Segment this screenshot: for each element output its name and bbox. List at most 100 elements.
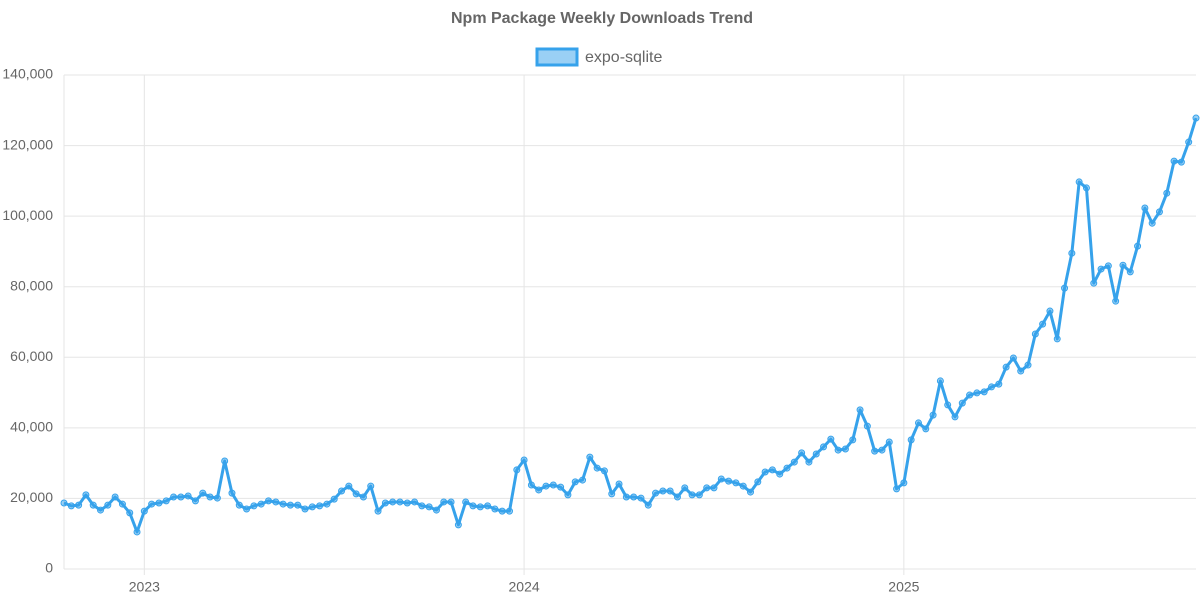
data-point [228,489,236,497]
data-point [608,490,616,498]
data-point [841,445,849,453]
legend-label: expo-sqlite [585,49,662,66]
data-point [732,479,740,487]
data-point [352,490,360,498]
data-point [790,458,798,466]
y-tick-label: 20,000 [10,489,53,505]
data-point [703,484,711,492]
y-tick-label: 40,000 [10,419,53,435]
data-point [1170,157,1178,165]
data-point [308,503,316,511]
data-point [126,509,134,517]
data-point [849,436,857,444]
data-point [505,507,513,515]
data-point [294,501,302,509]
data-point [834,446,842,454]
data-point [666,487,674,495]
data-point [557,483,565,491]
data-point [1192,114,1200,122]
data-point [323,500,331,508]
data-point [1053,335,1061,343]
data-point [403,499,411,507]
data-point [484,502,492,510]
data-point [549,481,557,489]
data-point [535,486,543,494]
data-point [1155,208,1163,216]
data-point [652,489,660,497]
y-tick-label: 120,000 [2,136,53,152]
data-point [659,487,667,495]
data-point [542,482,550,490]
data-point [440,498,448,506]
data-point [359,493,367,501]
data-point [1068,249,1076,257]
data-point [1119,261,1127,269]
data-point [688,491,696,499]
data-point [1185,138,1193,146]
data-point [264,497,272,505]
data-point [286,501,294,509]
data-point [527,481,535,489]
data-point [717,475,725,483]
data-point [272,498,280,506]
data-point [381,499,389,507]
data-point [316,502,324,510]
data-point [593,464,601,472]
data-point [330,495,338,503]
data-point [184,492,192,500]
data-point [1039,320,1047,328]
data-point [966,391,974,399]
data-point [118,500,126,508]
data-point [878,446,886,454]
data-point [111,493,119,501]
data-point [1112,297,1120,305]
data-point [929,411,937,419]
data-point [257,500,265,508]
data-point [579,476,587,484]
y-tick-label: 140,000 [2,66,53,82]
data-point [1134,242,1142,250]
data-point [980,388,988,396]
data-point [681,484,689,492]
data-point [235,501,243,509]
data-point [622,493,630,501]
data-point [476,503,484,511]
data-point [615,480,623,488]
data-point [776,470,784,478]
data-point [1126,268,1134,276]
data-point [155,499,163,507]
data-point [60,499,68,507]
data-point [973,389,981,397]
data-point [104,501,112,509]
data-point [936,377,944,385]
data-point [768,466,776,474]
data-point [1002,363,1010,371]
data-point [97,506,105,514]
y-tick-label: 60,000 [10,348,53,364]
data-point [1009,354,1017,362]
data-point [301,505,309,513]
data-point [491,505,499,513]
data-point [170,493,178,501]
data-point [213,494,221,502]
data-point [1017,367,1025,375]
y-tick-label: 80,000 [10,277,53,293]
data-point [1163,189,1171,197]
data-point [1141,204,1149,212]
data-point [1061,284,1069,292]
data-point [148,500,156,508]
data-point [75,501,83,509]
data-point [462,498,470,506]
data-point [885,438,893,446]
data-point [345,482,353,490]
data-point [1148,219,1156,227]
data-point [1090,279,1098,287]
data-point [374,507,382,515]
data-point [425,503,433,511]
data-point [725,477,733,485]
data-point [367,482,375,490]
chart-title: Npm Package Weekly Downloads Trend [451,10,753,27]
data-point [338,487,346,495]
data-point [418,502,426,510]
data-point [863,422,871,430]
